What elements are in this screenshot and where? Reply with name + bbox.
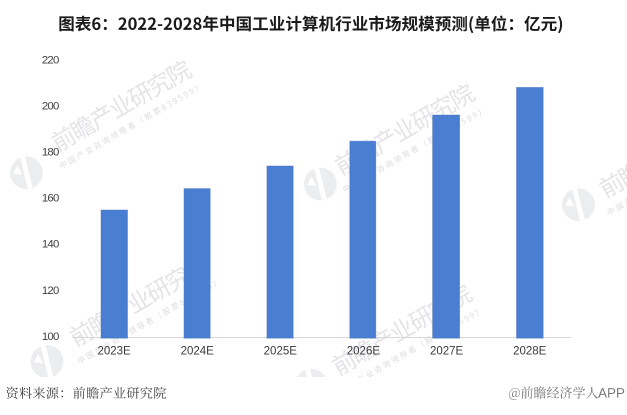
svg-text:140: 140 <box>42 239 59 251</box>
svg-text:200: 200 <box>42 101 59 113</box>
svg-text:160: 160 <box>42 193 59 205</box>
svg-text:2024E: 2024E <box>181 345 215 357</box>
svg-text:100: 100 <box>42 331 59 343</box>
svg-text:120: 120 <box>42 285 59 297</box>
svg-text:2025E: 2025E <box>264 345 298 357</box>
svg-text:2027E: 2027E <box>430 345 464 357</box>
svg-text:2028E: 2028E <box>513 345 547 357</box>
svg-text:220: 220 <box>42 54 59 66</box>
svg-text:2023E: 2023E <box>97 345 131 357</box>
svg-text:2026E: 2026E <box>347 345 381 357</box>
svg-text:180: 180 <box>42 147 59 159</box>
